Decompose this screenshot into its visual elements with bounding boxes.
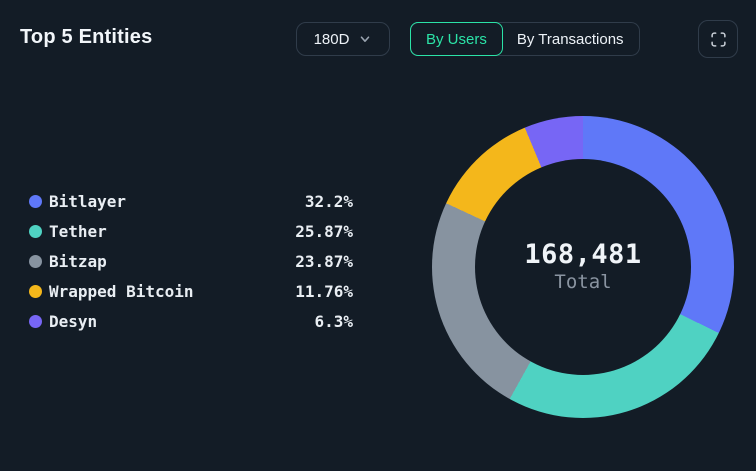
chart-legend: Bitlayer 32.2% Tether 25.87% Bitzap 23.8… <box>29 186 353 336</box>
legend-dot <box>29 254 42 268</box>
time-range-dropdown[interactable]: 180D <box>296 22 390 56</box>
page-title: Top 5 Entities <box>20 26 153 48</box>
legend-label: Bitlayer <box>49 191 127 211</box>
fullscreen-button[interactable] <box>698 20 738 58</box>
total-label: Total <box>554 271 612 294</box>
legend-label: Wrapped Bitcoin <box>49 281 194 301</box>
legend-item-bitzap[interactable]: Bitzap 23.87% <box>29 246 353 276</box>
legend-label: Bitzap <box>49 251 107 271</box>
legend-label: Tether <box>49 221 107 241</box>
legend-dot <box>29 314 42 328</box>
legend-dot <box>29 284 42 298</box>
legend-item-desyn[interactable]: Desyn 6.3% <box>29 306 353 336</box>
legend-percent: 23.87% <box>295 251 353 271</box>
legend-item-bitlayer[interactable]: Bitlayer 32.2% <box>29 186 353 216</box>
legend-percent: 32.2% <box>304 191 353 211</box>
total-value: 168,481 <box>524 238 642 270</box>
legend-dot <box>29 194 42 208</box>
chevron-down-icon <box>358 32 372 46</box>
time-range-value: 180D <box>313 30 350 48</box>
fullscreen-icon <box>710 31 727 48</box>
donut-chart[interactable]: 168,481 Total <box>432 116 734 418</box>
legend-percent: 25.87% <box>295 221 353 241</box>
toggle-by-users[interactable]: By Users <box>410 22 503 56</box>
view-toggle-group: By Users By Transactions <box>410 22 640 56</box>
donut-center: 168,481 Total <box>475 159 691 375</box>
legend-item-wrapped-bitcoin[interactable]: Wrapped Bitcoin 11.76% <box>29 276 353 306</box>
legend-dot <box>29 224 42 238</box>
legend-item-tether[interactable]: Tether 25.87% <box>29 216 353 246</box>
legend-percent: 6.3% <box>314 311 353 331</box>
legend-label: Desyn <box>49 311 98 331</box>
toggle-by-transactions[interactable]: By Transactions <box>502 23 639 55</box>
legend-percent: 11.76% <box>295 281 353 301</box>
